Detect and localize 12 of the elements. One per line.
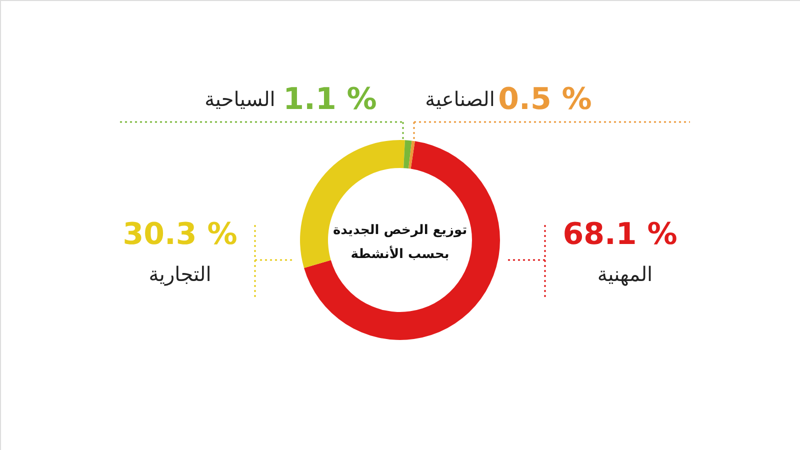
data-label: 1.1 % xyxy=(283,82,377,117)
data-label: 30.3 % xyxy=(122,217,238,252)
slice-label: المهنية xyxy=(597,262,653,286)
slice-label: السياحية xyxy=(204,87,276,111)
donut-slice xyxy=(408,140,415,169)
donut-slice xyxy=(304,141,500,340)
text: توزيع الرخص الجديدة بحسب الأنشطة xyxy=(332,223,468,262)
data-label: 68.1 % xyxy=(562,217,678,252)
slice-label: التجارية xyxy=(148,262,212,286)
data-label: 0.5 % xyxy=(498,82,592,117)
slice-label: الصناعية xyxy=(425,87,495,111)
donut-slice xyxy=(404,140,412,169)
